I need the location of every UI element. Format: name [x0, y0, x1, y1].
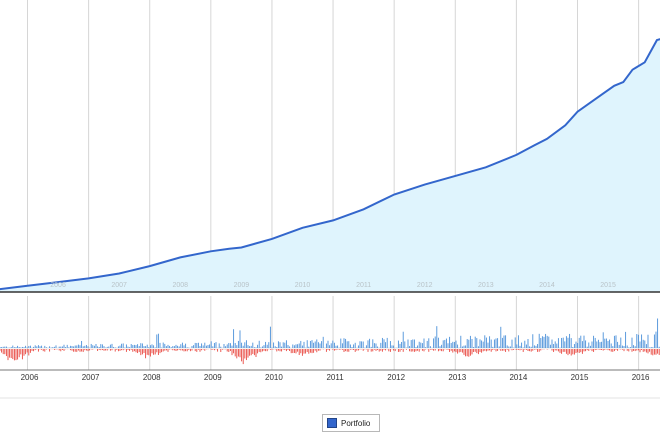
main-x-tick-labels: 2006 2007 2008 2009 2010 2011 2012 2013 2014 2015 [50, 282, 616, 289]
main-x-tick-label: 2013 [478, 282, 494, 289]
legend-swatch [327, 418, 337, 428]
daily-return-bars [0, 318, 660, 365]
sub-x-tick-label: 2009 [204, 373, 222, 382]
main-x-tick-label: 2009 [234, 282, 250, 289]
sub-x-tick-label: 2008 [143, 373, 161, 382]
sub-x-tick-label: 2013 [448, 373, 466, 382]
legend-toggle[interactable]: Portfolio [322, 414, 380, 432]
portfolio-line [0, 38, 660, 291]
sub-grid [27, 296, 640, 370]
sub-x-tick-label: 2007 [82, 373, 100, 382]
sub-x-tick-label: 2016 [632, 373, 650, 382]
main-x-tick-label: 2008 [172, 282, 188, 289]
main-x-tick-label: 2011 [356, 282, 371, 289]
sub-x-tick-label: 2011 [326, 373, 344, 382]
main-x-tick-label: 2010 [295, 282, 311, 289]
portfolio-area [0, 39, 660, 292]
main-x-tick-label: 2012 [417, 282, 433, 289]
sub-x-tick-labels: 2006 2007 2008 2009 2010 2011 2012 2013 2014 2015… [21, 373, 650, 382]
main-x-tick-label: 2015 [600, 282, 616, 289]
legend-label: Portfolio [341, 418, 371, 428]
sub-x-tick-label: 2015 [571, 373, 589, 382]
main-x-tick-label: 2007 [111, 282, 127, 289]
sub-x-tick-label: 2014 [509, 373, 527, 382]
sub-x-tick-label: 2006 [21, 373, 39, 382]
sub-x-tick-label: 2010 [265, 373, 283, 382]
main-x-tick-label: 2014 [539, 282, 555, 289]
sub-x-tick-label: 2012 [387, 373, 405, 382]
main-x-tick-label: 2006 [50, 282, 66, 289]
